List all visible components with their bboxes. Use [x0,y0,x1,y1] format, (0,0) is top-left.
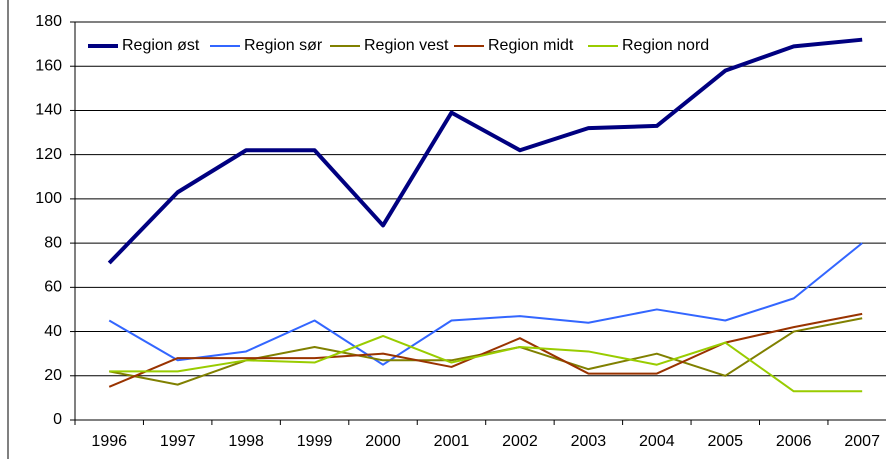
x-tick-label: 1999 [297,433,333,450]
x-tick-label: 1997 [160,433,196,450]
y-tick-label: 140 [35,102,62,119]
x-tick-label: 2006 [776,433,812,450]
y-tick-label: 40 [44,323,62,340]
y-tick-label: 60 [44,279,62,296]
y-tick-label: 20 [44,367,62,384]
y-tick-label: 160 [35,57,62,74]
x-tick-label: 2005 [707,433,743,450]
y-tick-label: 80 [44,234,62,251]
series-line [108,312,863,388]
x-tick-label: 1998 [228,433,264,450]
x-tick-label: 2004 [639,433,675,450]
y-tick-label: 100 [35,190,62,207]
series-line [108,242,863,366]
series-line [107,37,863,265]
x-tick-label: 1996 [91,433,127,450]
series-line [109,334,863,393]
x-tick-label: 2000 [365,433,401,450]
y-tick-label: 180 [35,13,62,30]
x-tick-label: 2001 [434,433,470,450]
x-tick-label: 2007 [844,433,880,450]
series-line [109,317,863,386]
legend-label: Region sør [244,37,323,54]
y-tick-label: 120 [35,146,62,163]
legend-label: Region nord [622,37,709,54]
y-tick-label: 0 [53,411,62,428]
x-tick-label: 2003 [571,433,607,450]
x-tick-label: 2002 [502,433,538,450]
legend-label: Region vest [364,37,449,54]
legend-label: Region midt [488,37,574,54]
legend-label: Region øst [122,37,200,54]
